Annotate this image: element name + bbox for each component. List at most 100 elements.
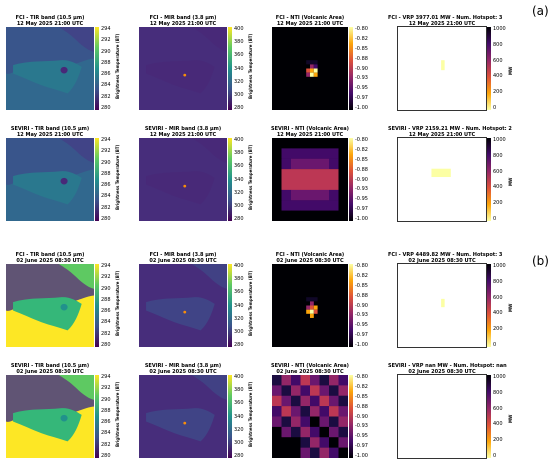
colorbar-tick-label: -0.97 (355, 95, 368, 102)
panel-map-mir (139, 138, 227, 221)
panel-title-line: SEVIRI - MIR band (3.8 µm) (144, 363, 222, 369)
panel-title-line: FCI - NTI (Volcanic Area) (275, 252, 345, 258)
colorbar-tick-label: 286 (101, 182, 111, 189)
colorbar-tick-label: 200 (493, 200, 503, 207)
colorbar-tick-label: -0.80 (355, 263, 368, 269)
colorbar (349, 375, 353, 458)
colorbar-tick-label: 600 (493, 294, 503, 301)
panel-map-nti (272, 27, 348, 110)
panel-title-mir: FCI - MIR band (3.8 µm) 02 June 2025 08:3… (129, 252, 237, 264)
colorbar-tick-label: 292 (101, 148, 111, 155)
colorbar-tick-label: 282 (101, 204, 111, 211)
colorbar-tick-label: 340 (234, 176, 244, 183)
colorbar-tick-label: -0.88 (355, 403, 368, 410)
colorbar-tick-label: 300 (234, 328, 244, 335)
colorbar-tick-label: -0.90 (355, 413, 368, 420)
group-label-b: (b) (532, 254, 549, 268)
colorbar-tick-label: 300 (234, 439, 244, 446)
colorbar-tick-label: -0.82 (355, 35, 368, 42)
colorbar-tick-label: 0 (493, 453, 497, 459)
colorbar-tick-label: 320 (234, 189, 244, 196)
panel-subtitle-line: 02 June 2025 08:30 UTC (276, 369, 344, 375)
colorbar-tick-label: 200 (493, 326, 503, 333)
colorbar-tick-label: -0.90 (355, 302, 368, 309)
colorbar (487, 27, 491, 110)
colorbar-tick-label: 284 (101, 193, 111, 200)
colorbar-label: Brightness Temperature (BT) (115, 144, 120, 210)
colorbar-label: Brightness Temperature (BT) (115, 270, 120, 336)
colorbar-tick-label: 280 (234, 342, 244, 348)
panel-subtitle-line: 02 June 2025 08:30 UTC (408, 258, 476, 264)
colorbar-tick-label: -0.88 (355, 55, 368, 62)
panel-map-vrp (397, 26, 487, 111)
tir-map-graphic (6, 375, 94, 442)
colorbar-tick-label: -0.85 (355, 282, 368, 289)
colorbar (228, 138, 232, 221)
nti-map-graphic (306, 60, 318, 77)
colorbar-tick-label: 280 (101, 216, 111, 222)
colorbar-tick-label: 300 (234, 202, 244, 209)
colorbar-tick-label: -0.80 (355, 374, 368, 380)
colorbar (228, 264, 232, 347)
panel-title-line: SEVIRI - VRP nan MW - Num. Hotspot: nan (388, 363, 507, 369)
colorbar-tick-label: 400 (493, 73, 503, 80)
colorbar-tick-label: 284 (101, 319, 111, 326)
colorbar-tick-label: 600 (493, 168, 503, 175)
colorbar-tick-label: 300 (234, 91, 244, 98)
colorbar-tick-label: 280 (234, 453, 244, 459)
colorbar-tick-label: -0.95 (355, 433, 368, 440)
colorbar-tick-label: 800 (493, 41, 503, 48)
colorbar-tick-label: -0.97 (355, 332, 368, 339)
colorbar (349, 264, 353, 347)
colorbar-tick-label: 290 (101, 48, 111, 55)
panel-map-mir (139, 264, 227, 347)
panel-title-line: FCI - VRP 3977.01 MW - Num. Hotspot: 3 (388, 15, 503, 21)
colorbar-tick-label: -0.85 (355, 156, 368, 163)
colorbar-tick-label: 294 (101, 263, 111, 269)
colorbar-tick-label: -0.88 (355, 166, 368, 173)
colorbar-tick-label: 286 (101, 308, 111, 315)
colorbar-tick-label: 1000 (493, 26, 506, 32)
colorbar (487, 138, 491, 221)
colorbar-label: Brightness Temperature (BT) (115, 381, 120, 447)
colorbar-tick-label: -0.85 (355, 393, 368, 400)
colorbar-tick-label: 282 (101, 330, 111, 337)
vrp-map-graphic (441, 298, 445, 308)
colorbar (95, 138, 99, 221)
colorbar-label: MW (508, 303, 513, 312)
nti-map-graphic (272, 138, 348, 221)
colorbar-label: MW (508, 414, 513, 423)
panel-title-tir: FCI - TIR band (10.5 µm) 12 May 2025 21:0… (0, 15, 104, 27)
colorbar-tick-label: -0.90 (355, 176, 368, 183)
mir-map-graphic (146, 27, 227, 94)
colorbar (487, 375, 491, 458)
colorbar-tick-label: 280 (234, 105, 244, 111)
colorbar-tick-label: 320 (234, 426, 244, 433)
panel-title-mir: SEVIRI - MIR band (3.8 µm) 02 June 2025 0… (129, 363, 237, 375)
colorbar-tick-label: 320 (234, 315, 244, 322)
panel-title-line: SEVIRI - MIR band (3.8 µm) (144, 126, 222, 132)
tir-map-graphic (6, 138, 94, 205)
colorbar-tick-label: 280 (101, 342, 111, 348)
colorbar-tick-label: -0.95 (355, 196, 368, 203)
panel-subtitle-line: 02 June 2025 08:30 UTC (16, 369, 84, 375)
colorbar-tick-label: 0 (493, 105, 497, 111)
colorbar (95, 375, 99, 458)
panel-subtitle-line: 12 May 2025 21:00 UTC (149, 21, 217, 27)
colorbar-tick-label: -0.90 (355, 65, 368, 72)
mir-map-graphic (146, 138, 227, 205)
colorbar-tick-label: 380 (234, 276, 244, 283)
panel-title-nti: SEVIRI - NTI (Volcanic Area) 12 May 2025 … (262, 126, 358, 138)
panel-subtitle-line: 12 May 2025 21:00 UTC (16, 132, 84, 138)
colorbar-label: MW (508, 66, 513, 75)
colorbar-tick-label: -0.82 (355, 272, 368, 279)
colorbar-tick-label: -1.00 (355, 105, 368, 111)
colorbar-label: Brightness Temperature (BT) (248, 270, 253, 336)
panel-title-mir: SEVIRI - MIR band (3.8 µm) 12 May 2025 21… (129, 126, 237, 138)
group-label-a: (a) (532, 4, 549, 18)
colorbar-tick-label: 290 (101, 159, 111, 166)
colorbar-tick-label: -0.88 (355, 292, 368, 299)
panel-title-line: SEVIRI - VRP 2159.21 MW - Num. Hotspot: … (388, 126, 512, 132)
colorbar-tick-label: 400 (493, 421, 503, 428)
